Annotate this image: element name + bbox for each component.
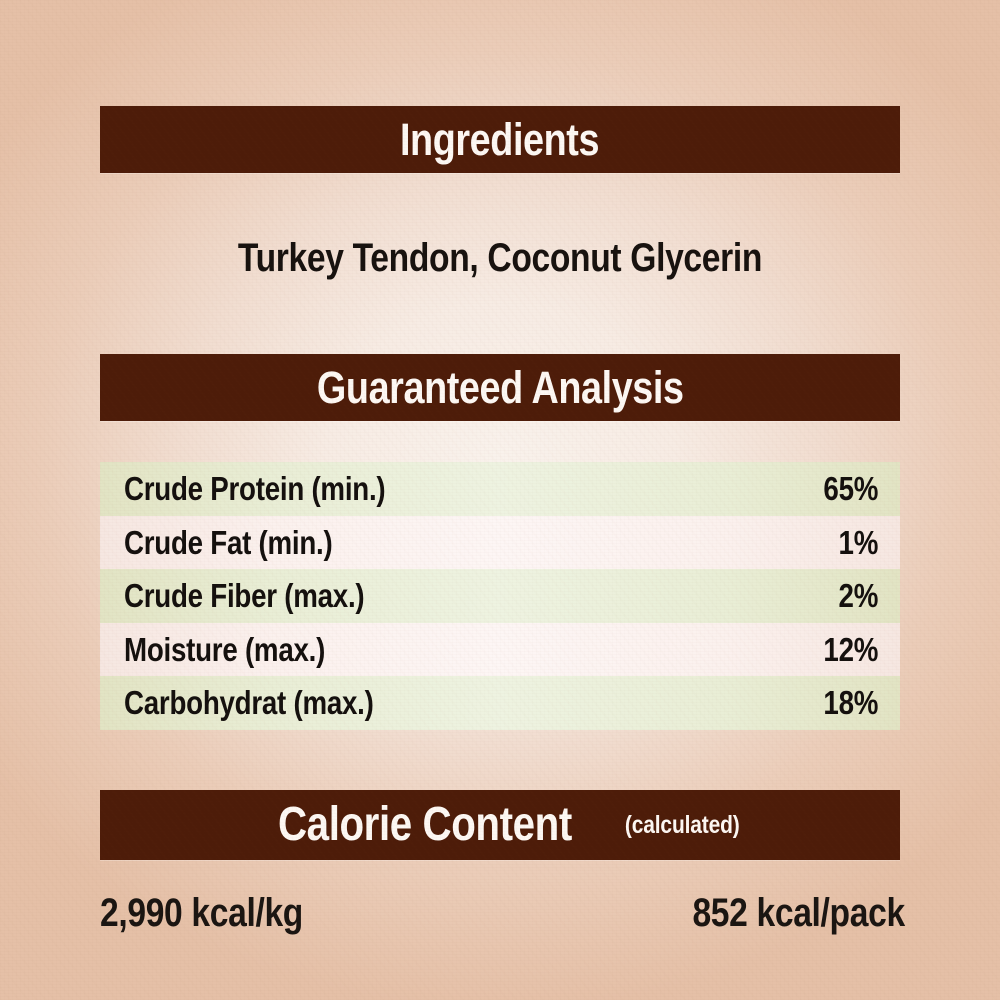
calories-per-pack: 852 kcal/pack bbox=[692, 891, 906, 935]
guaranteed-analysis-header-bar: Guaranteed Analysis bbox=[100, 354, 900, 421]
nutrient-value: 2% bbox=[838, 577, 878, 615]
nutrient-value: 65% bbox=[823, 470, 878, 508]
table-row: Carbohydrat (max.) 18% bbox=[100, 676, 900, 730]
table-row: Crude Fat (min.) 1% bbox=[100, 515, 900, 569]
ingredients-header-bar: Ingredients bbox=[100, 106, 900, 173]
nutrient-name: Carbohydrat (max.) bbox=[124, 684, 374, 722]
nutrient-value: 12% bbox=[823, 630, 878, 668]
calorie-content-header-bar: Calorie Content (calculated) bbox=[100, 790, 900, 860]
nutrient-value: 1% bbox=[838, 523, 878, 561]
guaranteed-analysis-heading: Guaranteed Analysis bbox=[316, 362, 684, 413]
table-row: Crude Fiber (max.) 2% bbox=[100, 569, 900, 623]
ingredients-heading: Ingredients bbox=[400, 114, 600, 165]
calories-per-kg: 2,990 kcal/kg bbox=[100, 891, 303, 935]
calorie-figures: 2,990 kcal/kg 852 kcal/pack bbox=[100, 893, 905, 933]
nutrient-name: Crude Fiber (max.) bbox=[124, 577, 365, 615]
table-row: Moisture (max.) 12% bbox=[100, 622, 900, 676]
calorie-content-note: (calculated) bbox=[624, 810, 740, 839]
ingredients-list: Turkey Tendon, Coconut Glycerin bbox=[237, 236, 763, 280]
nutrient-name: Crude Protein (min.) bbox=[124, 470, 386, 508]
table-row: Crude Protein (min.) 65% bbox=[100, 462, 900, 516]
nutrient-value: 18% bbox=[823, 684, 878, 722]
nutrient-name: Crude Fat (min.) bbox=[124, 523, 333, 561]
nutrient-name: Moisture (max.) bbox=[124, 630, 326, 668]
calorie-content-heading: Calorie Content bbox=[277, 798, 572, 851]
guaranteed-analysis-table: Crude Protein (min.) 65% Crude Fat (min.… bbox=[100, 462, 900, 730]
